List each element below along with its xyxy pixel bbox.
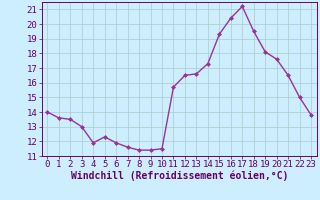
X-axis label: Windchill (Refroidissement éolien,°C): Windchill (Refroidissement éolien,°C) xyxy=(70,171,288,181)
